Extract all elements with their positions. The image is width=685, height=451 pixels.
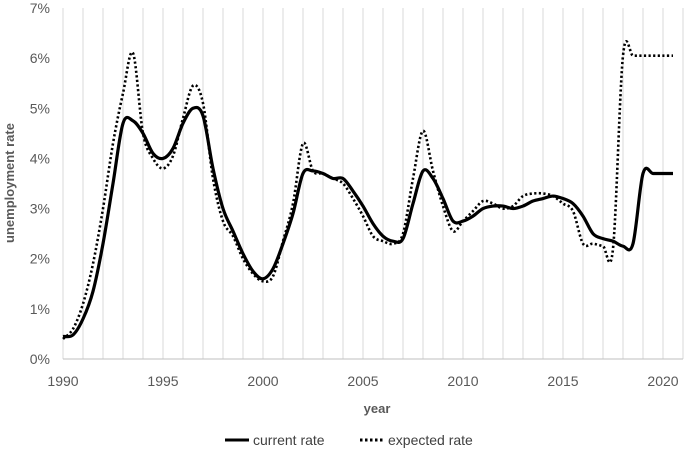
x-tick-label: 2005 [347, 373, 378, 389]
x-axis-title: year [364, 401, 391, 416]
vertical-gridlines [62, 8, 684, 359]
legend: current rate expected rate [225, 432, 473, 448]
y-tick-label: 0% [30, 351, 50, 367]
y-tick-label: 6% [30, 50, 50, 66]
y-tick-label: 2% [30, 251, 50, 267]
y-tick-label: 4% [30, 150, 50, 166]
x-tick-label: 2000 [247, 373, 278, 389]
x-tick-label: 1990 [47, 373, 78, 389]
x-tick-label: 1995 [147, 373, 178, 389]
y-tick-label: 5% [30, 100, 50, 116]
y-axis-title: unemployment rate [2, 123, 17, 243]
x-tick-label: 2020 [647, 373, 678, 389]
y-tick-label: 7% [30, 0, 50, 16]
y-tick-labels: 0% 1% 2% 3% 4% 5% 6% 7% [30, 0, 50, 367]
y-tick-label: 3% [30, 201, 50, 217]
series-line-expected-rate [62, 40, 673, 340]
x-tick-label: 2010 [447, 373, 478, 389]
series-line-current-rate [62, 105, 673, 339]
x-tick-label: 2015 [547, 373, 578, 389]
legend-label-current-rate: current rate [253, 432, 325, 448]
x-tick-labels: 1990 1995 2000 2005 2010 2015 2020 [47, 373, 678, 389]
series-lines [62, 40, 673, 340]
legend-label-expected-rate: expected rate [388, 432, 473, 448]
y-tick-label: 1% [30, 301, 50, 317]
